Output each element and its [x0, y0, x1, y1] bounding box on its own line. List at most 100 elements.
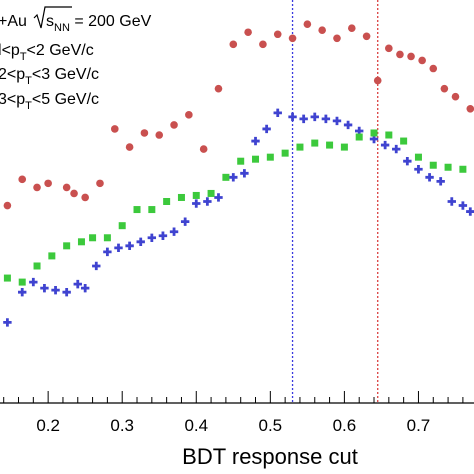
data-point-circle [318, 26, 326, 35]
data-point-cross [229, 173, 238, 182]
x-tick-label: 0.5 [259, 416, 283, 435]
data-point-square [177, 193, 185, 201]
x-tick-label: 0.2 [36, 416, 60, 435]
data-point-circle [81, 193, 89, 202]
x-tick-label: 0.6 [333, 416, 357, 435]
data-point-cross [103, 247, 112, 257]
data-point-cross [288, 112, 297, 122]
data-point-square [355, 133, 363, 141]
data-point-cross [18, 287, 27, 297]
data-point-circle [229, 40, 238, 49]
data-point-cross [73, 279, 82, 289]
data-point-cross [321, 114, 331, 124]
data-point-circle [418, 56, 426, 65]
data-point-circle [333, 34, 341, 43]
data-point-cross [343, 120, 353, 130]
legend-system-value: = 200 GeV [70, 13, 152, 30]
data-point-square [148, 206, 156, 214]
data-point-circle [33, 183, 41, 192]
data-point-circle [44, 179, 52, 188]
data-point-circle [385, 44, 393, 53]
data-point-circle [362, 32, 371, 41]
data-point-square [414, 153, 422, 161]
data-point-square [133, 206, 141, 214]
data-point-square [326, 141, 334, 149]
data-point-circle [466, 105, 474, 113]
data-point-square [444, 163, 452, 171]
data-point-circle [244, 28, 252, 37]
sqrt-sign [33, 6, 72, 29]
data-point-cross [158, 231, 168, 240]
data-point-square [222, 173, 230, 181]
data-point-cross [92, 261, 101, 271]
data-point-cross [380, 140, 390, 150]
data-point-cross [62, 287, 71, 297]
data-point-cross [436, 177, 445, 186]
data-point-cross [310, 112, 319, 122]
data-point-cross [425, 173, 434, 182]
data-point-square [63, 242, 71, 250]
data-point-square [163, 198, 171, 205]
data-point-circle [303, 20, 312, 28]
data-point-cross [51, 285, 60, 295]
data-point-cross [169, 227, 179, 236]
data-point-cross [414, 165, 423, 174]
data-point-circle [125, 143, 134, 151]
data-point-circle [62, 183, 71, 192]
data-point-circle [214, 84, 223, 93]
data-point-cross [29, 277, 38, 287]
data-point-square [103, 234, 111, 242]
data-point-circle [170, 121, 178, 129]
legend-system-sub: NN [54, 22, 70, 34]
x-tick-label: 0.3 [110, 416, 134, 435]
reference-lines [291, 0, 379, 403]
data-point-square [89, 234, 97, 242]
data-point-cross [136, 237, 145, 246]
data-point-cross [447, 197, 456, 206]
data-point-cross [299, 114, 308, 124]
data-point-cross [369, 134, 379, 144]
data-point-cross [466, 207, 474, 216]
data-point-cross [392, 144, 401, 154]
data-point-circle [396, 50, 404, 59]
data-point-circle [451, 92, 460, 101]
data-point-square [237, 157, 245, 165]
data-point-circle [199, 145, 208, 153]
data-point-cross [403, 157, 412, 166]
data-point-circle [70, 189, 78, 198]
x-axis-title: BDT response cut [182, 444, 358, 469]
data-point-cross [332, 116, 342, 126]
legend-bin-3: 3<pT<5 GeV/c [0, 91, 99, 112]
x-ticks: 0.2 0.3 0.4 0.5 0.6 0.7 [3, 391, 464, 435]
data-point-square [48, 252, 56, 260]
data-point-cross [203, 197, 212, 206]
data-point-square [192, 191, 200, 199]
data-point-square [118, 222, 126, 230]
data-point-cross [147, 233, 157, 242]
x-tick-label: 0.7 [407, 416, 431, 435]
data-point-circle [373, 76, 382, 85]
data-point-cross [355, 126, 364, 136]
data-point-square [3, 274, 11, 282]
data-point-square [459, 165, 467, 173]
data-point-circle [110, 125, 119, 133]
data-point-square [429, 161, 437, 169]
data-point-square [370, 129, 378, 137]
data-point-cross [125, 241, 134, 251]
data-point-square [18, 278, 26, 286]
data-point-cross [273, 108, 282, 118]
data-point-square [281, 149, 289, 157]
legend-system-sqrt: s [46, 13, 54, 30]
data-point-circle [259, 40, 267, 49]
data-point-cross [251, 136, 260, 146]
data-point-square [340, 143, 348, 151]
legend-bin-1: l<pT<2 GeV/c [0, 42, 94, 63]
data-point-square [252, 155, 260, 163]
data-point-cross [180, 217, 190, 226]
data-point-circle [18, 175, 27, 184]
data-point-square [77, 238, 85, 246]
data-point-circle [185, 111, 193, 119]
x-tick-label: 0.4 [184, 416, 208, 435]
data-point-cross [114, 243, 123, 253]
